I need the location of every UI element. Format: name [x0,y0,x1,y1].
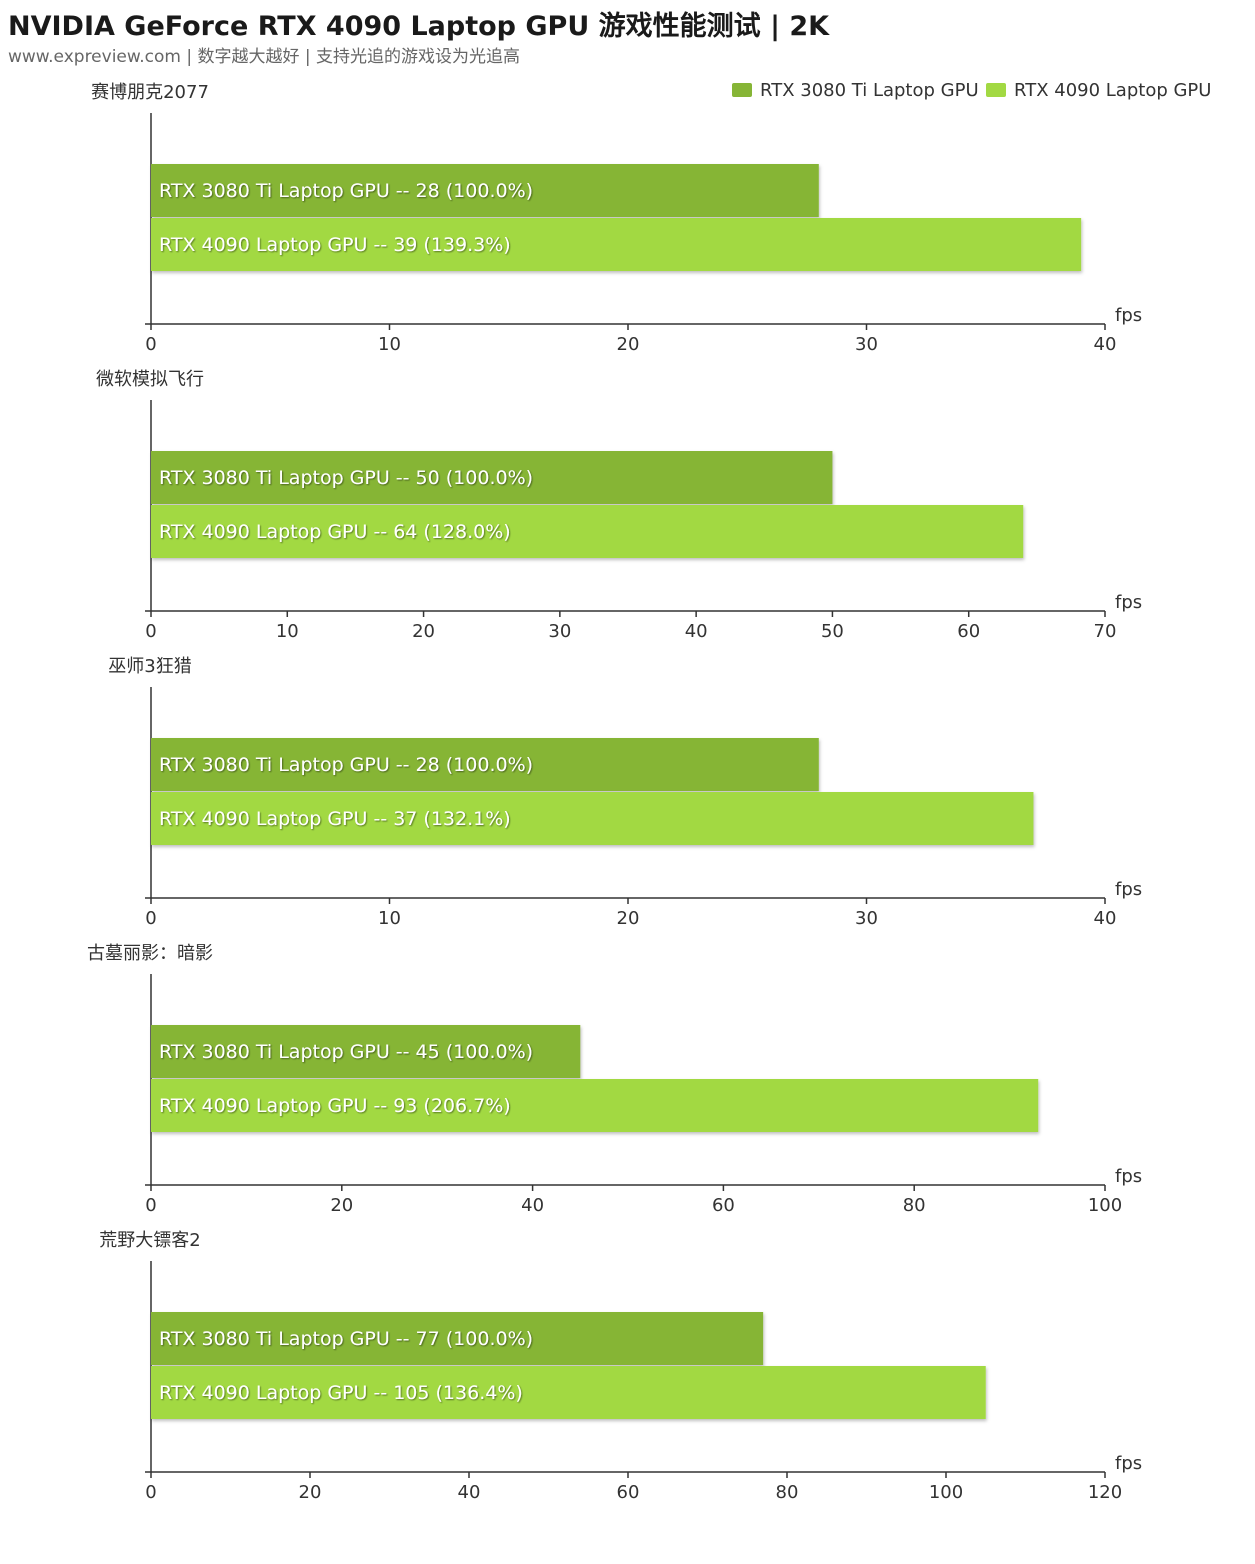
chart-panel: 荒野大镖客2 fps 0 20 40 60 80 100 120 RTX 3080 Ti Lapt… [99,1230,1142,1503]
bar [151,505,1024,558]
x-tick-label: 40 [685,621,708,642]
x-tick-label: 20 [617,908,640,929]
chart-title: 微软模拟飞行 [96,369,204,390]
bar [151,738,819,791]
bar [151,451,833,504]
x-tick-label: 0 [145,1195,156,1216]
bar [151,1312,764,1365]
x-tick-label: 100 [929,1482,963,1503]
bar-label: RTX 4090 Laptop GPU -- 64 (128.0%) [159,521,511,543]
x-tick-label: 0 [145,334,156,355]
x-tick-label: 80 [903,1195,926,1216]
page-title: NVIDIA GeForce RTX 4090 Laptop GPU 游戏性能测… [8,11,830,42]
bar [151,792,1034,845]
bar-label: RTX 3080 Ti Laptop GPU -- 50 (100.0%) [159,467,533,489]
x-tick-label: 30 [855,334,878,355]
x-tick-label: 0 [145,1482,156,1503]
bar-label: RTX 4090 Laptop GPU -- 37 (132.1%) [159,808,511,830]
x-tick-label: 80 [776,1482,799,1503]
x-tick-label: 30 [855,908,878,929]
chart-panel: 赛博朋克2077 fps 0 10 20 30 40 RTX 3080 Ti Laptop G… [91,82,1142,355]
chart-panel: 巫师3狂猎 fps 0 10 20 30 40 RTX 3080 Ti Laptop GPU … [108,656,1142,929]
x-tick-label: 60 [712,1195,735,1216]
bar-label: RTX 4090 Laptop GPU -- 105 (136.4%) [159,1382,523,1404]
bar [151,164,819,217]
chart-title: 赛博朋克2077 [91,82,209,103]
x-tick-label: 40 [1094,334,1117,355]
x-tick-label: 60 [617,1482,640,1503]
x-tick-label: 10 [378,908,401,929]
bar [151,1079,1039,1132]
legend-label: RTX 4090 Laptop GPU [1014,80,1211,101]
x-tick-label: 0 [145,908,156,929]
x-tick-label: 20 [330,1195,353,1216]
bar [151,1025,581,1078]
bar-label: RTX 3080 Ti Laptop GPU -- 45 (100.0%) [159,1041,533,1063]
x-tick-label: 40 [458,1482,481,1503]
x-axis-unit: fps [1115,879,1142,900]
x-tick-label: 50 [821,621,844,642]
chart-panel: 微软模拟飞行 fps 0 10 20 30 40 50 60 70 RTX 3080 Ti Lapt… [96,369,1142,642]
x-tick-label: 10 [378,334,401,355]
x-tick-label: 10 [276,621,299,642]
legend-swatch [986,83,1006,97]
bar-label: RTX 4090 Laptop GPU -- 93 (206.7%) [159,1095,511,1117]
bar-label: RTX 3080 Ti Laptop GPU -- 77 (100.0%) [159,1328,533,1350]
chart-title: 荒野大镖客2 [99,1230,200,1251]
bar-label: RTX 3080 Ti Laptop GPU -- 28 (100.0%) [159,180,533,202]
chart-title: 巫师3狂猎 [108,656,191,677]
page-subtitle: www.expreview.com | 数字越大越好 | 支持光追的游戏设为光追… [8,47,521,67]
x-tick-label: 40 [1094,908,1117,929]
chart-title: 古墓丽影：暗影 [87,943,213,964]
bar-label: RTX 4090 Laptop GPU -- 39 (139.3%) [159,234,511,256]
x-tick-label: 20 [412,621,435,642]
x-axis-unit: fps [1115,1453,1142,1474]
x-tick-label: 20 [617,334,640,355]
x-tick-label: 60 [957,621,980,642]
x-axis-unit: fps [1115,1166,1142,1187]
legend-label: RTX 3080 Ti Laptop GPU [760,80,979,101]
x-axis-unit: fps [1115,592,1142,613]
bar [151,218,1082,271]
legend-item: RTX 3080 Ti Laptop GPU [732,80,979,101]
x-tick-label: 70 [1094,621,1117,642]
bar [151,1366,986,1419]
x-tick-label: 100 [1088,1195,1122,1216]
legend-item: RTX 4090 Laptop GPU [986,80,1211,101]
x-tick-label: 40 [521,1195,544,1216]
x-tick-label: 0 [145,621,156,642]
chart-panel: 古墓丽影：暗影 fps 0 20 40 60 80 100 RTX 3080 Ti Laptop… [87,943,1142,1216]
x-tick-label: 30 [548,621,571,642]
x-axis-unit: fps [1115,305,1142,326]
x-tick-label: 20 [299,1482,322,1503]
bar-label: RTX 3080 Ti Laptop GPU -- 28 (100.0%) [159,754,533,776]
legend-swatch [732,83,752,97]
x-tick-label: 120 [1088,1482,1122,1503]
